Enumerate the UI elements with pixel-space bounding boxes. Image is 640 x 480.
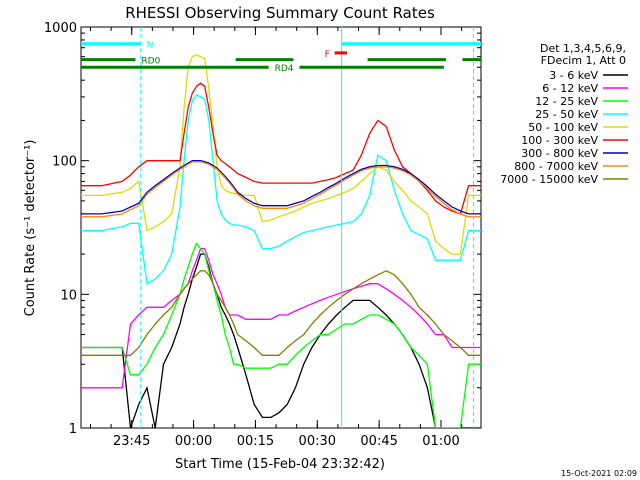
flag-bar-label: RD4 [275,64,294,74]
annotation-layer: N RD0 RD4 F [81,27,481,428]
series-line-1 [81,247,481,389]
legend-label: 25 - 50 keV [535,108,598,121]
legend: Det 1,3,4,5,6,9,FDecim 1, Att 0 3 - 6 keV… [500,42,628,186]
series-line-7 [81,161,481,218]
chart-title: RHESSI Observing Summary Count Rates [125,4,435,22]
legend-label: 100 - 300 keV [521,134,598,147]
series-line-4 [81,54,481,255]
x-tick-label: 00:45 [360,434,397,449]
footer-timestamp: 15-Oct-2021 02:09 [561,469,637,478]
series-line-2 [81,242,481,428]
x-tick-label: 00:00 [175,434,212,449]
y-tick-label: 1000 [44,21,77,36]
legend-label: 800 - 7000 keV [514,160,598,173]
plot-axes: 1 10 100 1000 23:45 00:00 00:15 00:30 00:45 01:00 [44,21,482,449]
flare-flag-label: F [325,50,330,60]
series-line-3 [81,94,481,285]
legend-label: 300 - 800 keV [521,147,598,160]
night-bar-label: N [147,41,154,51]
series-line-8 [81,270,481,356]
legend-header-line: Det 1,3,4,5,6,9, [540,42,626,55]
x-tick-label: 01:00 [422,434,459,449]
series-line-6 [81,160,481,215]
series-line-5 [81,82,481,215]
legend-label: 50 - 100 keV [528,121,598,134]
y-tick-label: 10 [60,288,77,303]
x-tick-label: 23:45 [113,434,150,449]
y-tick-label: 1 [69,422,77,437]
legend-label: 7000 - 15000 keV [500,173,598,186]
legend-label: 12 - 25 keV [535,95,598,108]
legend-label: 3 - 6 keV [549,69,598,82]
y-tick-label: 100 [52,155,77,170]
legend-label: 6 - 12 keV [542,82,598,95]
legend-header-line: FDecim 1, Att 0 [541,54,626,67]
series-layer [81,54,481,428]
plot-frame [80,26,482,429]
y-axis-label: Count Rate (s⁻¹ detector⁻¹) [23,140,38,317]
x-tick-label: 00:30 [299,434,336,449]
x-tick-label: 00:15 [237,434,274,449]
flag-bar-label: RD0 [141,57,160,67]
x-axis-label: Start Time (15-Feb-04 23:32:42) [175,457,385,472]
